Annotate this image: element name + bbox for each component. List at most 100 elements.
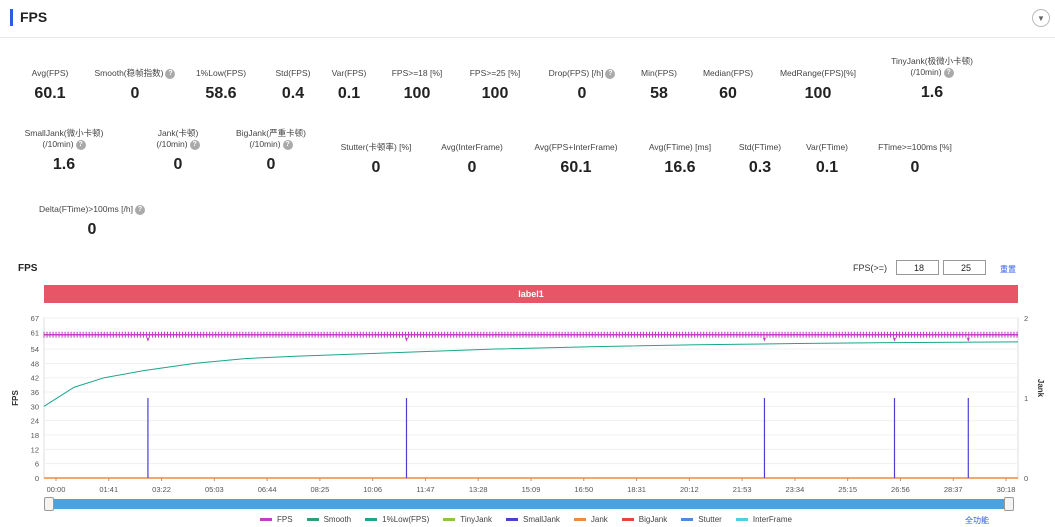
- legend-item-3[interactable]: TinyJank: [443, 515, 492, 524]
- metric-13: Jank(卡顿) (/10min)? 0: [108, 128, 248, 174]
- y2-tick-label: 2: [1024, 314, 1028, 323]
- header-accent-bar: [10, 9, 13, 26]
- slider-handle-left[interactable]: [44, 497, 54, 511]
- metric-5: FPS>=18 [%] 100: [347, 68, 487, 103]
- x-tick-label: 21:53: [733, 485, 752, 494]
- legend-swatch: [443, 518, 456, 522]
- metric-15: Stutter(卡顿率) [%] 0: [306, 142, 446, 177]
- legend-swatch: [260, 518, 272, 522]
- help-icon[interactable]: ?: [189, 139, 200, 150]
- metric-label: Avg(FTime) [ms]: [610, 142, 750, 153]
- metric-label-text: Median(FPS): [702, 68, 754, 78]
- metric-22: Delta(FTime)>100ms [/h]? 0: [22, 204, 162, 239]
- help-icon[interactable]: ?: [165, 68, 176, 79]
- metric-label-text: BigJank(严重卡顿): [236, 128, 306, 138]
- metric-2: 1%Low(FPS) 58.6: [151, 68, 291, 103]
- help-icon[interactable]: ?: [75, 139, 86, 150]
- legend-label: Smooth: [323, 515, 352, 524]
- metric-value: 0: [87, 221, 97, 238]
- x-tick-label: 13:28: [469, 485, 488, 494]
- y-axis-label: FPS: [11, 390, 20, 406]
- fps-threshold-input-2[interactable]: [943, 260, 986, 275]
- metric-11: TinyJank(极微小卡顿) (/10min)? 1.6: [862, 56, 1002, 102]
- y-tick-label: 30: [31, 402, 39, 411]
- metric-label: Avg(FPS+InterFrame): [506, 142, 646, 153]
- metric-label-text: Std(FTime): [738, 142, 782, 152]
- reset-button[interactable]: 重置: [1000, 265, 1016, 274]
- chevron-down-icon[interactable]: ▼: [1032, 9, 1050, 27]
- metric-3: Std(FPS) 0.4: [223, 68, 363, 103]
- x-tick-label: 06:44: [258, 485, 277, 494]
- metric-value: 0.1: [337, 85, 361, 102]
- plot-frame: [43, 317, 1019, 479]
- metric-value: 0.3: [748, 159, 772, 176]
- fullscreen-button[interactable]: 全功能: [965, 516, 989, 525]
- metric-label-text: Avg(FTime) [ms]: [648, 142, 712, 152]
- metric-20: Var(FTime) 0.1: [757, 142, 897, 177]
- metric-label-text: Avg(InterFrame): [441, 142, 503, 152]
- fps-drop-marker: [404, 337, 408, 342]
- metric-16: Avg(InterFrame) 0: [402, 142, 542, 177]
- legend-swatch: [681, 518, 694, 522]
- legend-item-6[interactable]: BigJank: [621, 515, 667, 524]
- metric-label-text: TinyJank(极微小卡顿): [891, 56, 973, 66]
- legend-label: InterFrame: [752, 515, 792, 524]
- legend-item-4[interactable]: SmallJank: [505, 515, 560, 524]
- metric-label: Delta(FTime)>100ms [/h]?: [22, 204, 162, 215]
- metric-value: 60.1: [34, 85, 66, 102]
- time-range-slider[interactable]: [44, 497, 1014, 511]
- metric-label-text: Stutter(卡顿率) [%]: [340, 142, 412, 152]
- fps-threshold-input-1[interactable]: [896, 260, 939, 275]
- metric-label: FPS>=18 [%]: [347, 68, 487, 79]
- label-band[interactable]: label1: [44, 285, 1018, 303]
- metric-label: Stutter(卡顿率) [%]: [306, 142, 446, 153]
- y2-tick-label: 1: [1024, 394, 1028, 403]
- legend-item-0[interactable]: FPS: [260, 515, 293, 524]
- legend-label: SmallJank: [522, 515, 560, 524]
- y-tick-label: 12: [31, 445, 39, 454]
- help-icon[interactable]: ?: [605, 68, 616, 79]
- legend-label: FPS: [277, 515, 293, 524]
- legend-item-5[interactable]: Jank: [573, 515, 608, 524]
- metric-value: 0.4: [281, 85, 305, 102]
- slider-range[interactable]: [48, 499, 1010, 509]
- metric-label-text: Var(FPS): [331, 68, 367, 78]
- legend-item-2[interactable]: 1%Low(FPS): [365, 515, 429, 524]
- metric-label-text: FTime>=100ms [%]: [878, 142, 952, 152]
- metric-value: 1.6: [920, 84, 944, 101]
- metric-label-text: Avg(FPS): [31, 68, 69, 78]
- metric-label-text: Delta(FTime)>100ms [/h]: [39, 204, 133, 214]
- help-icon[interactable]: ?: [282, 139, 293, 150]
- metric-19: Std(FTime) 0.3: [690, 142, 830, 177]
- metric-value: 16.6: [664, 159, 696, 176]
- metric-label: Std(FTime): [690, 142, 830, 153]
- y-tick-label: 42: [31, 374, 39, 383]
- low1-fps-line: [43, 341, 1019, 407]
- metric-label: MedRange(FPS)[%]: [748, 68, 888, 79]
- metric-18: Avg(FTime) [ms] 16.6: [610, 142, 750, 177]
- y-tick-label: 18: [31, 431, 39, 440]
- legend-item-8[interactable]: InterFrame: [735, 515, 792, 524]
- metric-label-text: Min(FPS): [641, 68, 677, 78]
- legend-label: Stutter: [698, 515, 722, 524]
- legend-item-1[interactable]: Smooth: [306, 515, 352, 524]
- help-icon[interactable]: ?: [134, 204, 145, 215]
- metric-label: Avg(InterFrame): [402, 142, 542, 153]
- metric-label-text: FPS>=18 [%]: [391, 68, 443, 78]
- metric-label-unit: (/10min)?: [862, 67, 1002, 78]
- metric-17: Avg(FPS+InterFrame) 60.1: [506, 142, 646, 177]
- metric-label: Drop(FPS) [/h]?: [512, 68, 652, 79]
- metric-12: SmallJank(微小卡顿) (/10min)? 1.6: [0, 128, 134, 174]
- metric-value: 58: [650, 85, 668, 102]
- help-icon[interactable]: ?: [943, 67, 954, 78]
- legend-swatch: [365, 518, 378, 522]
- fps-drop-marker: [146, 337, 150, 342]
- metric-label: 1%Low(FPS): [151, 68, 291, 79]
- slider-handle-right[interactable]: [1004, 497, 1014, 511]
- legend-item-7[interactable]: Stutter: [681, 515, 722, 524]
- metric-label: FPS>=25 [%]: [425, 68, 565, 79]
- metric-label: FTime>=100ms [%]: [845, 142, 985, 153]
- y-tick-label: 0: [35, 474, 39, 483]
- metric-0: Avg(FPS) 60.1: [0, 68, 120, 103]
